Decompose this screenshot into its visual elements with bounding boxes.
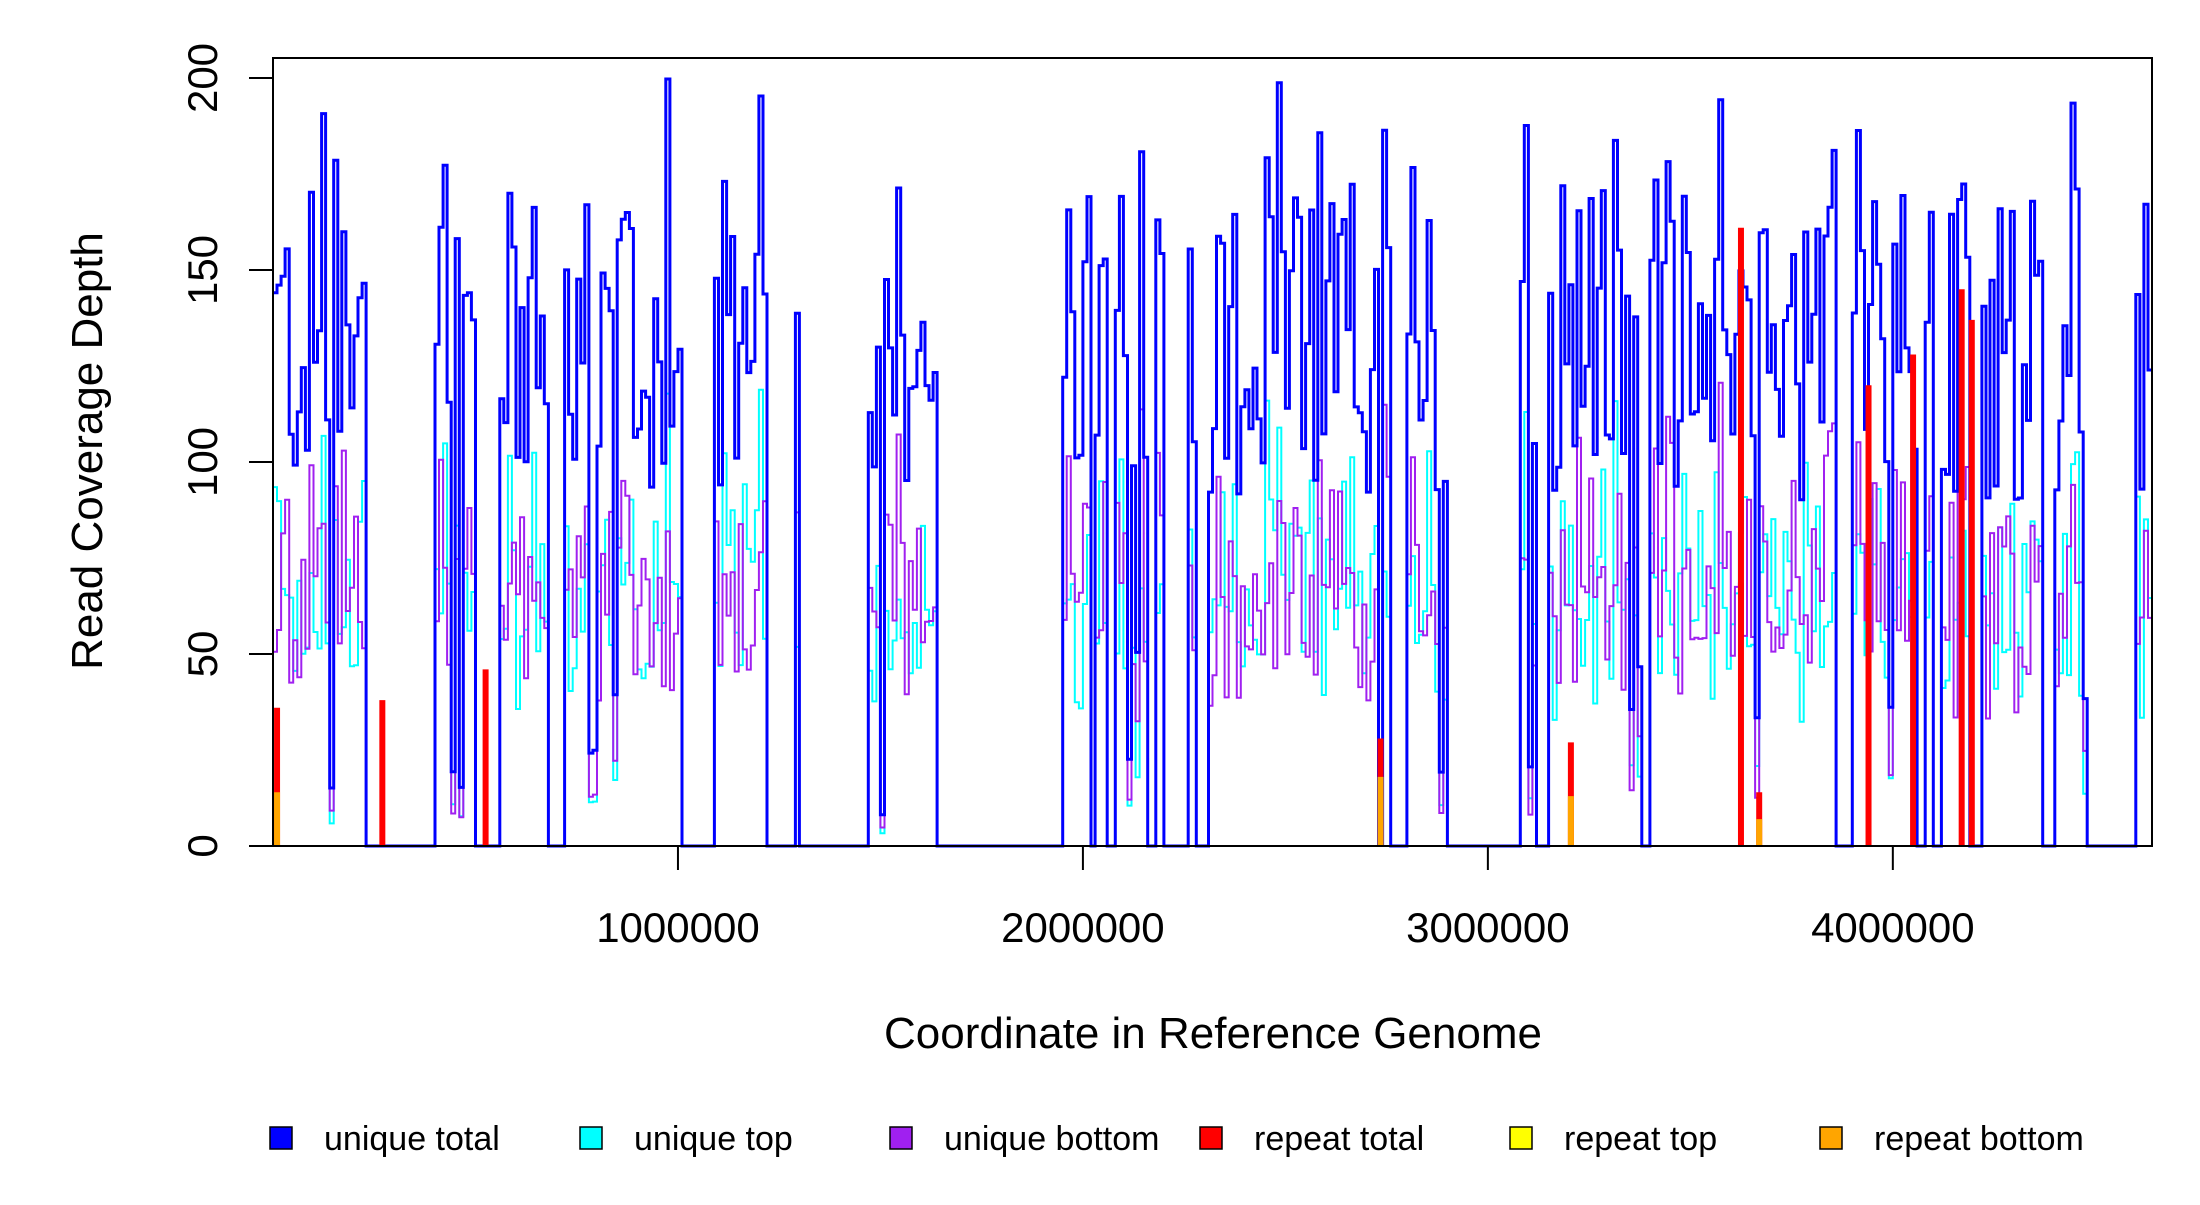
axes: 0 50 100 150 200 1000000 2000000 3000000 4000000 (179, 43, 2153, 951)
legend-swatch (1819, 1126, 1843, 1150)
y-axis-label: Read Coverage Depth (63, 232, 112, 670)
plot-frame (272, 57, 2153, 847)
legend-item: repeat bottom (1819, 1120, 2084, 1158)
legend-item: unique total (269, 1120, 500, 1158)
legend-item: unique top (579, 1120, 793, 1158)
y-tick-label: 100 (179, 427, 226, 497)
legend-label: unique top (634, 1120, 793, 1158)
plot-area (273, 77, 2152, 848)
legend-label: repeat total (1254, 1120, 1424, 1158)
x-tick-label: 4000000 (1811, 904, 1975, 951)
legend: unique total unique top unique bottom repea… (269, 1120, 2084, 1158)
y-tick-label: 150 (179, 235, 226, 305)
legend-label: unique bottom (944, 1120, 1160, 1158)
x-tick-label: 1000000 (596, 904, 760, 951)
legend-item: repeat total (1199, 1120, 1424, 1158)
legend-swatch (269, 1126, 293, 1150)
legend-label: unique total (324, 1120, 500, 1158)
legend-label: repeat bottom (1874, 1120, 2084, 1158)
legend-swatch (579, 1126, 603, 1150)
x-tick-label: 2000000 (1001, 904, 1165, 951)
y-tick-label: 50 (179, 631, 226, 678)
x-tick-label: 3000000 (1406, 904, 1570, 951)
legend-swatch (889, 1126, 913, 1150)
legend-label: repeat top (1564, 1120, 1717, 1158)
legend-item: unique bottom (889, 1120, 1160, 1158)
x-axis-label: Coordinate in Reference Genome (884, 1009, 1542, 1058)
legend-swatch (1199, 1126, 1223, 1150)
legend-item: repeat top (1509, 1120, 1717, 1158)
y-tick-label: 200 (179, 43, 226, 113)
legend-swatch (1509, 1126, 1533, 1150)
y-tick-label: 0 (179, 834, 226, 857)
